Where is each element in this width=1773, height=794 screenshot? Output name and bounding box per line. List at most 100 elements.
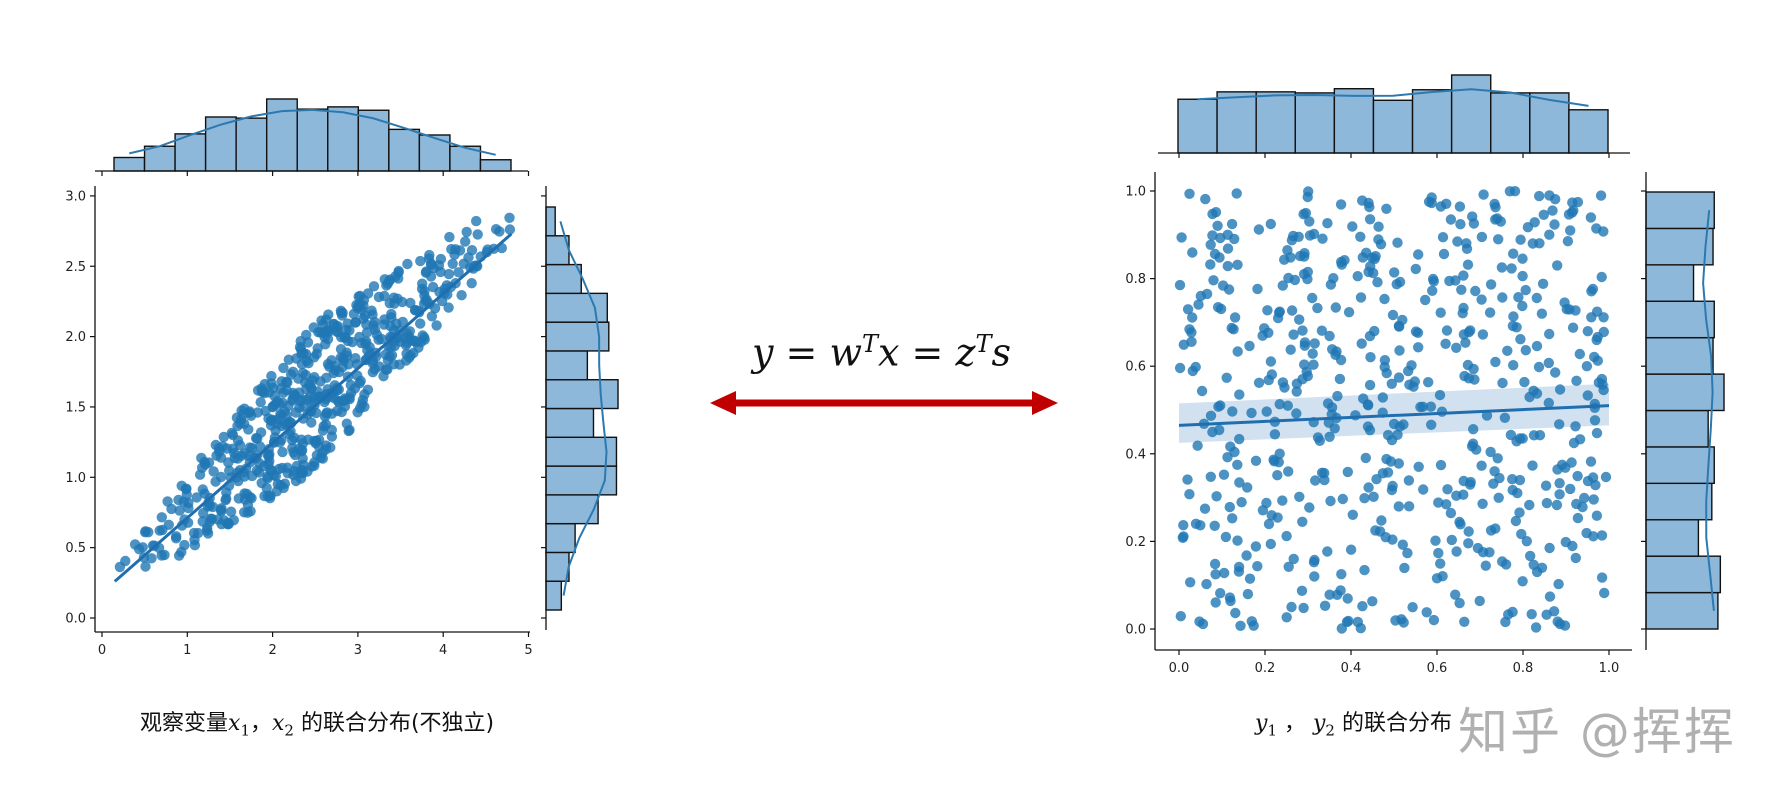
- scatter-point: [1263, 327, 1274, 338]
- scatter-point: [1388, 418, 1400, 430]
- scatter-point: [1517, 270, 1528, 282]
- scatter-point: [1214, 252, 1225, 263]
- scatter-point: [1279, 382, 1290, 393]
- scatter-point: [1217, 280, 1229, 291]
- scatter-point: [297, 453, 308, 464]
- scatter-point: [1427, 273, 1439, 285]
- scatter-point: [1209, 520, 1220, 531]
- scatter-point: [1499, 412, 1511, 423]
- scatter-point: [317, 453, 328, 464]
- scatter-point: [1514, 507, 1525, 518]
- scatter-point: [1386, 378, 1398, 389]
- kde-curve: [1197, 88, 1589, 107]
- scatter-point: [1585, 212, 1597, 223]
- scatter-point: [1371, 474, 1382, 485]
- scatter-point: [1205, 239, 1216, 250]
- scatter-point: [1524, 391, 1535, 403]
- x-tick-label: 0.8: [1513, 661, 1534, 676]
- scatter-point: [1568, 205, 1579, 216]
- scatter-point: [191, 492, 202, 503]
- scatter-point: [1291, 378, 1303, 389]
- right-axes: 0.0 0.2 0.4 0.6 0.8 1.0 0.0 0.2 0.4 0.6 0.8 1.0: [1125, 172, 1632, 676]
- x-tick-label: 3: [354, 643, 362, 658]
- scatter-point: [1525, 550, 1536, 562]
- scatter-point: [174, 505, 185, 516]
- scatter-point: [180, 483, 192, 495]
- scatter-point: [305, 382, 317, 393]
- scatter-point: [490, 224, 502, 235]
- eq-transpose-1: T: [862, 330, 879, 358]
- scatter-point: [1325, 279, 1337, 290]
- scatter-point: [232, 435, 244, 446]
- x-tick-label: 0.4: [1341, 661, 1362, 676]
- scatter-point: [321, 408, 332, 419]
- scatter-point: [1364, 214, 1376, 225]
- scatter-point: [1286, 305, 1298, 316]
- scatter-point: [1552, 464, 1563, 475]
- scatter-point: [1430, 535, 1441, 546]
- histogram-bar: [235, 117, 268, 172]
- x-tick-label: 0.0: [1169, 661, 1190, 676]
- scatter-point: [1485, 446, 1496, 458]
- scatter-point: [1347, 509, 1359, 520]
- scatter-point: [235, 418, 246, 429]
- scatter-point: [156, 512, 167, 523]
- scatter-point: [1526, 609, 1537, 620]
- scatter-point: [1588, 494, 1599, 505]
- scatter-point: [1529, 217, 1540, 228]
- scatter-point: [1459, 370, 1470, 382]
- scatter-point: [1550, 367, 1561, 378]
- scatter-point: [1342, 466, 1354, 478]
- scatter-point: [1570, 552, 1582, 564]
- scatter-point: [1274, 306, 1286, 317]
- scatter-point: [1319, 600, 1331, 611]
- scatter-point: [1336, 623, 1348, 634]
- scatter-point: [1335, 199, 1347, 210]
- y-tick-label: 1.5: [65, 400, 86, 415]
- scatter-point: [1178, 520, 1189, 531]
- scatter-point: [1406, 360, 1417, 371]
- scatter-point: [1397, 539, 1409, 550]
- scatter-point: [1496, 262, 1508, 273]
- scatter-point: [1334, 373, 1346, 385]
- scatter-point: [1492, 453, 1503, 464]
- scatter-point: [281, 376, 292, 388]
- scatter-point: [368, 281, 380, 292]
- scatter-point: [1469, 374, 1480, 385]
- scatter-point: [281, 410, 292, 421]
- scatter-point: [1554, 384, 1566, 395]
- scatter-point: [341, 350, 353, 362]
- scatter-point: [254, 441, 266, 452]
- histogram-bar: [143, 145, 176, 172]
- scatter-point: [304, 391, 315, 403]
- scatter-point: [1489, 198, 1500, 210]
- scatter-point: [1269, 456, 1280, 467]
- scatter-point: [1252, 561, 1263, 572]
- scatter-point: [170, 533, 182, 544]
- scatter-point: [1520, 345, 1532, 356]
- scatter-point: [1355, 623, 1367, 634]
- scatter-point: [1489, 466, 1500, 477]
- scatter-point: [426, 311, 438, 322]
- scatter-point: [216, 506, 227, 517]
- scatter-point: [1544, 328, 1555, 340]
- scatter-point: [262, 471, 273, 482]
- scatter-point: [1571, 375, 1582, 386]
- scatter-point: [301, 329, 312, 341]
- scatter-point: [1252, 283, 1263, 295]
- scatter-point: [1554, 419, 1565, 430]
- scatter-point: [1274, 399, 1285, 410]
- scatter-point: [443, 268, 455, 280]
- left-caption-sep: ，: [249, 711, 272, 736]
- scatter-point: [1468, 424, 1479, 435]
- scatter-point: [369, 316, 380, 328]
- scatter-point: [1495, 216, 1507, 227]
- scatter-point: [416, 283, 428, 295]
- scatter-point: [1294, 491, 1305, 502]
- scatter-point: [1543, 357, 1555, 369]
- scatter-point: [381, 280, 392, 291]
- histogram-bar: [1333, 88, 1375, 154]
- scatter-point: [463, 252, 474, 263]
- scatter-point: [1399, 562, 1410, 574]
- scatter-point: [1476, 460, 1487, 471]
